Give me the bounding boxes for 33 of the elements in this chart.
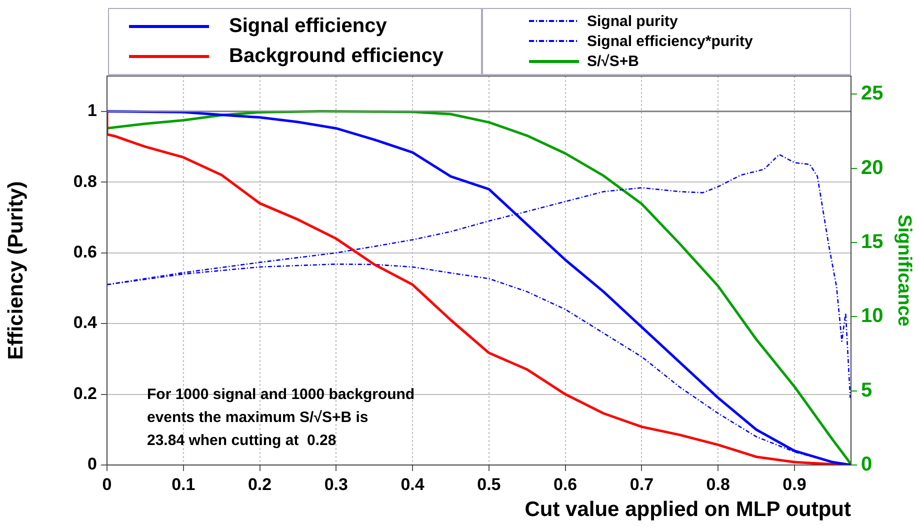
y2-tick-label: 5 <box>861 379 872 402</box>
annotation: For 1000 signal and 1000 background <box>147 386 415 403</box>
y2-tick-label: 0 <box>861 454 872 476</box>
y-tick-label: 0.2 <box>73 384 97 403</box>
y-axis-title: Efficiency (Purity) <box>4 181 28 360</box>
x-tick-label: 0.7 <box>630 474 654 494</box>
legend-label: Signal efficiency <box>229 14 387 38</box>
x-tick-label: 0.3 <box>324 474 348 494</box>
x-tick-label: 0 <box>102 474 112 494</box>
annotation: 23.84 when cutting at 0.28 <box>147 432 336 449</box>
legend-label: Signal efficiency*purity <box>587 32 753 50</box>
y2-tick-label: 25 <box>861 82 884 105</box>
y2-tick-label: 20 <box>861 156 884 179</box>
x-tick-label: 0.8 <box>706 474 730 494</box>
y2-tick-label: 10 <box>861 305 884 328</box>
y-tick-label: 0.8 <box>73 172 97 191</box>
x-tick-label: 0.4 <box>400 474 425 494</box>
y2-axis-title: Significance <box>893 214 914 326</box>
x-tick-label: 0.2 <box>248 474 272 494</box>
x-tick-label: 0.1 <box>172 474 196 494</box>
x-tick-label: 0.6 <box>553 474 578 494</box>
y-tick-label: 0 <box>88 454 97 474</box>
y2-tick-label: 15 <box>861 230 884 253</box>
y-tick-label: 1 <box>88 101 97 120</box>
legend-label: Signal purity <box>587 12 678 30</box>
x-tick-label: 0.5 <box>477 474 501 494</box>
x-tick-label: 0.9 <box>782 474 806 494</box>
y-tick-label: 0.6 <box>73 242 97 262</box>
y-tick-label: 0.4 <box>73 313 98 332</box>
x-axis-title: Cut value applied on MLP output <box>524 498 851 522</box>
legend-label: Background efficiency <box>229 45 444 68</box>
legend-label: S/√S+B <box>587 53 640 70</box>
annotation: events the maximum S/√S+B is <box>147 409 368 426</box>
